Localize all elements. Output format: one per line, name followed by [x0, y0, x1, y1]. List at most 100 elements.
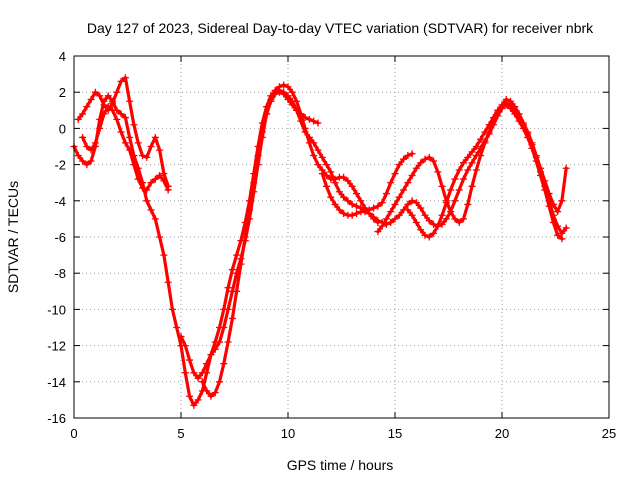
data-point-marker [134, 139, 142, 147]
y-tick-label: 2 [59, 85, 66, 100]
y-tick-label: -2 [54, 158, 66, 173]
data-point-marker [74, 152, 82, 160]
data-point-marker [288, 101, 296, 109]
data-point-marker [412, 219, 420, 227]
data-point-marker [502, 101, 510, 109]
data-point-marker [96, 92, 104, 100]
data-point-marker [164, 186, 172, 194]
data-point-marker [263, 110, 271, 118]
data-point-marker [442, 199, 450, 207]
data-point-marker [558, 197, 566, 205]
data-point-marker [562, 164, 570, 172]
data-point-marker [421, 155, 429, 163]
data-point-marker [408, 150, 416, 158]
data-point-marker [314, 161, 322, 169]
data-point-marker [417, 204, 425, 212]
data-point-marker [177, 333, 185, 341]
data-point-marker [245, 206, 253, 214]
data-point-marker [130, 121, 138, 129]
data-point-marker [391, 170, 399, 178]
data-point-marker [314, 146, 322, 154]
data-point-marker [181, 369, 189, 377]
data-point-marker [515, 117, 523, 125]
data-point-marker [387, 219, 395, 227]
y-tick-label: -4 [54, 194, 66, 209]
data-point-marker [421, 231, 429, 239]
data-point-marker [310, 117, 318, 125]
data-point-marker [164, 278, 172, 286]
data-point-marker [352, 209, 360, 217]
data-point-marker [451, 197, 459, 205]
data-point-marker [186, 356, 194, 364]
data-point-marker [382, 215, 390, 223]
y-axis-label: SDTVAR / TECUs [5, 181, 21, 293]
data-point-marker [327, 193, 335, 201]
data-point-marker [143, 186, 151, 194]
data-point-marker [314, 119, 322, 127]
data-point-marker [280, 90, 288, 98]
data-point-marker [434, 222, 442, 230]
data-point-marker [271, 90, 279, 98]
data-point-marker [451, 175, 459, 183]
data-point-marker [511, 103, 519, 111]
data-point-marker [143, 197, 151, 205]
data-point-marker [524, 133, 532, 141]
data-point-marker [258, 128, 266, 136]
data-point-marker [438, 182, 446, 190]
data-point-marker [143, 153, 151, 161]
data-point-marker [459, 175, 467, 183]
data-point-marker [186, 392, 194, 400]
series-satellite-track-5 [198, 88, 322, 400]
data-point-marker [537, 171, 545, 179]
data-point-marker [477, 135, 485, 143]
data-point-marker [74, 115, 82, 123]
data-point-marker [464, 153, 472, 161]
data-point-marker [96, 124, 104, 132]
data-point-marker [361, 208, 369, 216]
data-point-marker [425, 153, 433, 161]
data-point-marker [301, 114, 309, 122]
data-point-marker [198, 378, 206, 386]
data-point-marker [216, 378, 224, 386]
data-point-marker [323, 182, 331, 190]
data-point-marker [327, 168, 335, 176]
data-point-marker [387, 179, 395, 187]
data-point-marker [207, 392, 215, 400]
data-point-marker [126, 97, 134, 105]
data-point-marker [528, 144, 536, 152]
data-series [70, 74, 570, 409]
data-point-marker [79, 133, 87, 141]
y-tick-label: -6 [54, 230, 66, 245]
series-satellite-track-3 [79, 103, 172, 194]
data-point-marker [477, 152, 485, 160]
data-point-marker [305, 133, 313, 141]
x-tick-label: 15 [388, 426, 402, 441]
data-point-marker [233, 251, 241, 259]
data-point-marker [430, 229, 438, 237]
data-point-marker [203, 387, 211, 395]
data-point-marker [318, 170, 326, 178]
data-point-marker [318, 153, 326, 161]
data-point-marker [417, 159, 425, 167]
data-point-marker [233, 287, 241, 295]
data-point-marker [357, 197, 365, 205]
data-point-marker [288, 88, 296, 96]
data-point-marker [348, 211, 356, 219]
data-point-marker [464, 200, 472, 208]
data-point-marker [348, 182, 356, 190]
data-point-marker [378, 222, 386, 230]
data-point-marker [87, 146, 95, 154]
data-point-marker [447, 186, 455, 194]
data-point-marker [455, 166, 463, 174]
x-tick-label: 0 [70, 426, 77, 441]
data-point-marker [151, 215, 159, 223]
data-point-marker [130, 161, 138, 169]
data-point-marker [284, 95, 292, 103]
y-tick-label: 0 [59, 121, 66, 136]
data-point-marker [83, 103, 91, 111]
data-point-marker [126, 133, 134, 141]
data-point-marker [434, 168, 442, 176]
data-point-marker [374, 228, 382, 236]
data-point-marker [194, 396, 202, 404]
data-point-marker [160, 251, 168, 259]
